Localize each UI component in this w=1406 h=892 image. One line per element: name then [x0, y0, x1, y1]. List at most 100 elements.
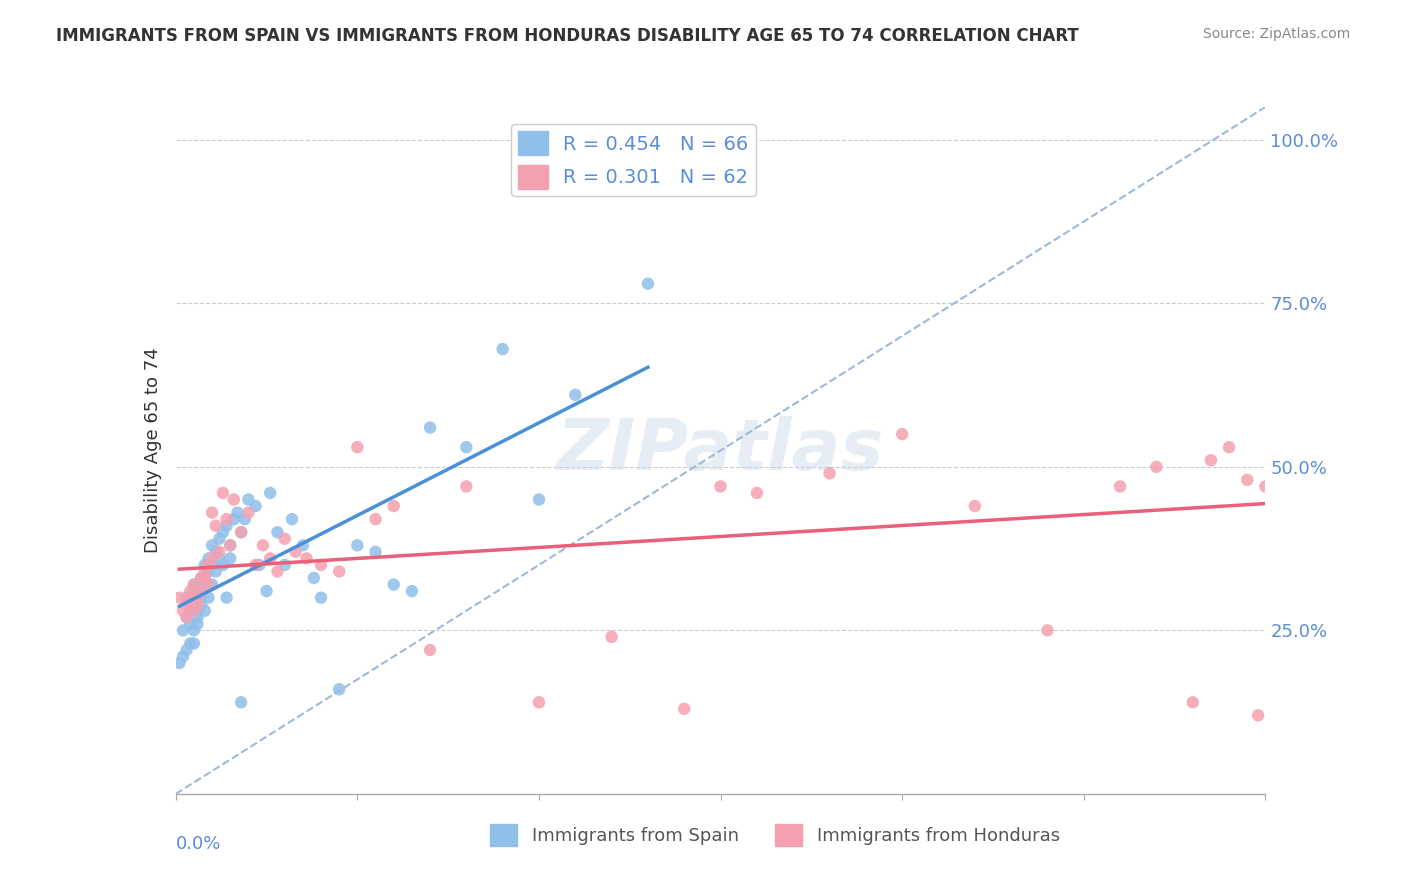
Point — [204, 565, 226, 579]
Point — [238, 506, 260, 520]
Point — [1247, 708, 1270, 723]
Point — [179, 591, 201, 605]
Point — [226, 506, 249, 520]
Point — [231, 695, 253, 709]
Point — [274, 532, 297, 546]
Point — [201, 577, 224, 591]
Point — [186, 610, 209, 624]
Point — [818, 467, 841, 481]
Point — [176, 591, 198, 605]
Legend: Immigrants from Spain, Immigrants from Honduras: Immigrants from Spain, Immigrants from H… — [484, 817, 1067, 854]
Point — [204, 545, 226, 559]
Point — [527, 695, 550, 709]
Point — [176, 597, 198, 611]
Point — [419, 420, 441, 434]
Point — [963, 499, 986, 513]
Point — [247, 558, 270, 572]
Point — [231, 525, 253, 540]
Point — [328, 565, 350, 579]
Point — [183, 584, 205, 599]
Point — [197, 591, 219, 605]
Point — [274, 558, 297, 572]
Point — [637, 277, 659, 291]
Point — [266, 565, 288, 579]
Point — [233, 512, 256, 526]
Point — [201, 506, 224, 520]
Point — [208, 545, 231, 559]
Point — [1036, 624, 1059, 638]
Point — [401, 584, 423, 599]
Point — [197, 577, 219, 591]
Point — [179, 584, 201, 599]
Point — [219, 538, 242, 552]
Point — [1272, 427, 1295, 442]
Point — [190, 584, 212, 599]
Text: Source: ZipAtlas.com: Source: ZipAtlas.com — [1202, 27, 1350, 41]
Point — [179, 616, 201, 631]
Point — [1146, 459, 1168, 474]
Point — [190, 571, 212, 585]
Point — [364, 512, 387, 526]
Point — [208, 551, 231, 566]
Point — [212, 486, 235, 500]
Text: 0.0%: 0.0% — [176, 835, 221, 853]
Point — [419, 643, 441, 657]
Point — [259, 551, 281, 566]
Point — [201, 551, 224, 566]
Point — [169, 656, 191, 670]
Point — [1284, 459, 1306, 474]
Point — [1291, 414, 1313, 428]
Point — [245, 558, 267, 572]
Point — [212, 525, 235, 540]
Point — [492, 342, 515, 356]
Point — [245, 499, 267, 513]
Point — [215, 512, 238, 526]
Point — [194, 571, 217, 585]
Point — [222, 492, 245, 507]
Point — [231, 525, 253, 540]
Point — [346, 440, 368, 454]
Point — [179, 636, 201, 650]
Point — [309, 558, 332, 572]
Point — [172, 604, 194, 618]
Point — [215, 591, 238, 605]
Point — [456, 440, 478, 454]
Point — [238, 492, 260, 507]
Point — [172, 649, 194, 664]
Point — [1261, 447, 1284, 461]
Point — [176, 610, 198, 624]
Point — [1199, 453, 1222, 467]
Point — [328, 682, 350, 697]
Point — [527, 492, 550, 507]
Point — [183, 604, 205, 618]
Point — [309, 591, 332, 605]
Point — [291, 538, 314, 552]
Point — [194, 577, 217, 591]
Point — [208, 532, 231, 546]
Point — [1181, 695, 1204, 709]
Point — [186, 597, 209, 611]
Point — [204, 518, 226, 533]
Point — [197, 551, 219, 566]
Point — [176, 643, 198, 657]
Point — [201, 538, 224, 552]
Point — [456, 479, 478, 493]
Point — [302, 571, 325, 585]
Point — [186, 591, 209, 605]
Point — [673, 702, 696, 716]
Point — [219, 538, 242, 552]
Point — [190, 571, 212, 585]
Point — [183, 636, 205, 650]
Point — [564, 388, 586, 402]
Y-axis label: Disability Age 65 to 74: Disability Age 65 to 74 — [143, 348, 162, 553]
Point — [169, 591, 191, 605]
Point — [256, 584, 278, 599]
Point — [295, 551, 318, 566]
Point — [284, 545, 307, 559]
Point — [197, 565, 219, 579]
Point — [281, 512, 304, 526]
Point — [1109, 479, 1132, 493]
Point — [190, 591, 212, 605]
Point — [710, 479, 733, 493]
Point — [259, 486, 281, 500]
